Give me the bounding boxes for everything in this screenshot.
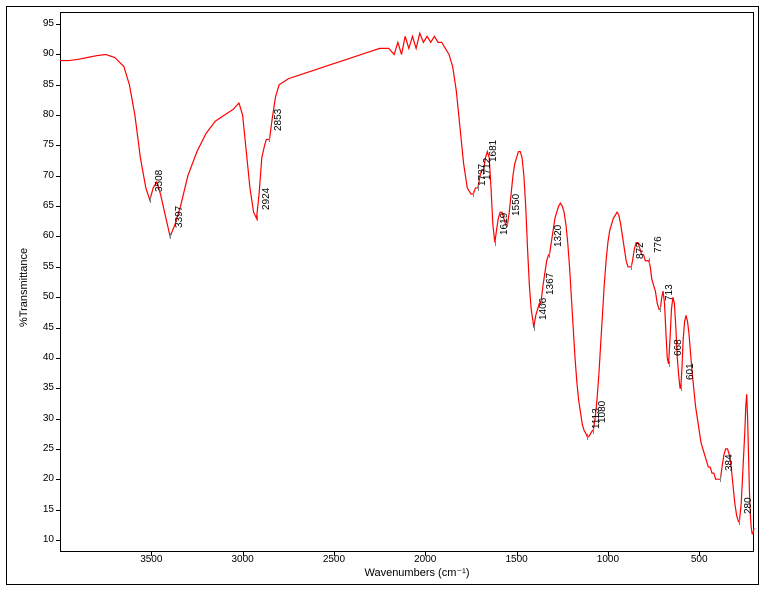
y-tick-label: 20 xyxy=(32,473,54,484)
x-axis-title: Wavenumbers (cm⁻¹) xyxy=(347,566,487,579)
peak-pointer xyxy=(507,221,508,227)
y-tick-label: 75 xyxy=(32,139,54,150)
peak-pointer xyxy=(681,385,682,391)
y-tick-label: 90 xyxy=(32,48,54,59)
peak-pointer xyxy=(593,428,594,434)
y-tick-mark xyxy=(56,145,60,146)
peak-pointer xyxy=(549,252,550,258)
y-tick-label: 40 xyxy=(32,352,54,363)
peak-label: 1080 xyxy=(597,400,608,422)
x-tick-mark xyxy=(243,552,244,556)
x-tick-mark xyxy=(608,552,609,556)
y-tick-label: 80 xyxy=(32,109,54,120)
peak-label: 601 xyxy=(685,363,696,380)
peak-label: 1550 xyxy=(511,194,522,216)
peak-pointer xyxy=(660,306,661,312)
peak-label: 280 xyxy=(743,497,754,514)
y-tick-label: 15 xyxy=(32,504,54,515)
y-tick-label: 25 xyxy=(32,443,54,454)
y-tick-mark xyxy=(56,358,60,359)
x-tick-mark xyxy=(151,552,152,556)
peak-pointer xyxy=(631,264,632,270)
y-tick-mark xyxy=(56,24,60,25)
peak-label: 872 xyxy=(635,242,646,259)
y-tick-label: 95 xyxy=(32,18,54,29)
y-tick-label: 65 xyxy=(32,200,54,211)
peak-pointer xyxy=(739,519,740,525)
peak-label: 1406 xyxy=(538,297,549,319)
peak-pointer xyxy=(478,185,479,191)
peak-pointer xyxy=(257,215,258,221)
y-tick-label: 30 xyxy=(32,413,54,424)
y-tick-mark xyxy=(56,236,60,237)
peak-pointer xyxy=(541,300,542,306)
peak-pointer xyxy=(495,240,496,246)
peak-pointer xyxy=(720,476,721,482)
peak-label: 3508 xyxy=(154,170,165,192)
x-tick-mark xyxy=(334,552,335,556)
y-tick-mark xyxy=(56,479,60,480)
peak-label: 1367 xyxy=(545,273,556,295)
y-tick-mark xyxy=(56,510,60,511)
y-tick-mark xyxy=(56,449,60,450)
y-tick-mark xyxy=(56,419,60,420)
y-tick-mark xyxy=(56,328,60,329)
y-tick-mark xyxy=(56,115,60,116)
peak-pointer xyxy=(473,191,474,197)
x-tick-mark xyxy=(699,552,700,556)
y-tick-label: 10 xyxy=(32,534,54,545)
peak-label: 713 xyxy=(664,285,675,302)
y-tick-mark xyxy=(56,267,60,268)
y-tick-mark xyxy=(56,297,60,298)
y-tick-mark xyxy=(56,176,60,177)
peak-label: 2853 xyxy=(273,109,284,131)
y-tick-label: 50 xyxy=(32,291,54,302)
peak-label: 3397 xyxy=(174,206,185,228)
peak-pointer xyxy=(534,325,535,331)
x-tick-mark xyxy=(425,552,426,556)
peak-label: 776 xyxy=(653,236,664,253)
peak-pointer xyxy=(150,197,151,203)
peak-pointer xyxy=(649,258,650,264)
peak-label: 1320 xyxy=(553,224,564,246)
y-tick-mark xyxy=(56,388,60,389)
y-tick-label: 35 xyxy=(32,382,54,393)
peak-pointer xyxy=(587,434,588,440)
y-tick-label: 60 xyxy=(32,230,54,241)
x-tick-mark xyxy=(517,552,518,556)
peak-label: 384 xyxy=(724,455,735,472)
peak-pointer xyxy=(484,167,485,173)
peak-pointer xyxy=(170,233,171,239)
peak-label: 2924 xyxy=(261,188,272,210)
y-tick-label: 45 xyxy=(32,322,54,333)
y-tick-label: 70 xyxy=(32,170,54,181)
y-tick-mark xyxy=(56,540,60,541)
y-tick-label: 85 xyxy=(32,79,54,90)
y-tick-label: 55 xyxy=(32,261,54,272)
y-tick-mark xyxy=(56,54,60,55)
y-axis-title: %Transmittance xyxy=(18,248,30,327)
peak-pointer xyxy=(669,361,670,367)
y-tick-mark xyxy=(56,85,60,86)
peak-label: 668 xyxy=(673,339,684,356)
plot-area xyxy=(60,12,754,552)
peak-label: 1681 xyxy=(488,140,499,162)
y-tick-mark xyxy=(56,206,60,207)
peak-pointer xyxy=(269,136,270,142)
